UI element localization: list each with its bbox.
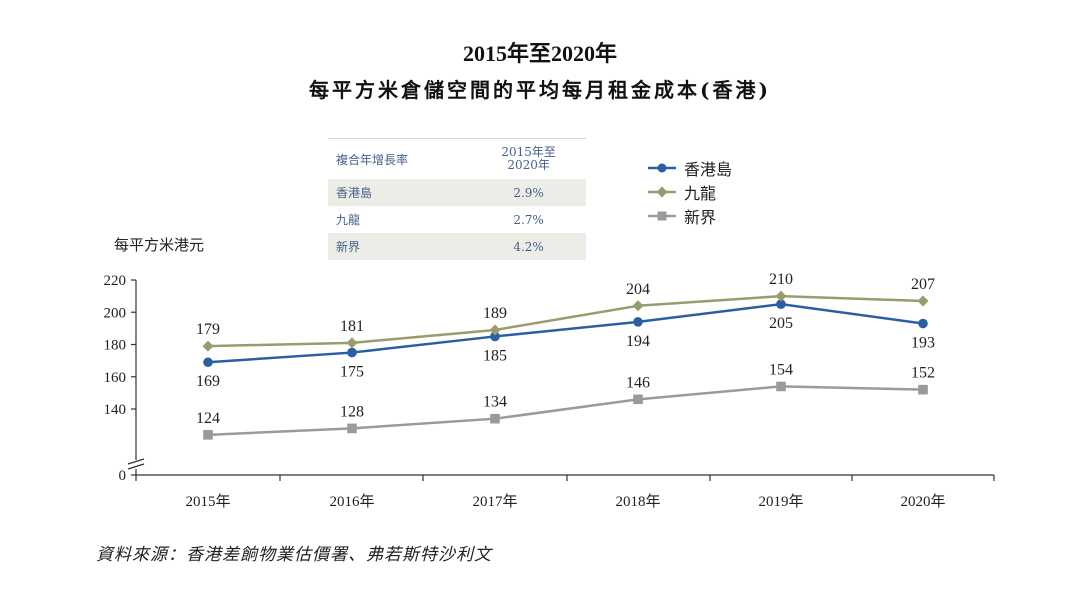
data-label: 207 [911,276,935,293]
x-tick-label: 2016年 [329,493,374,510]
legend-label: 新界 [684,208,717,227]
data-label: 146 [626,374,650,391]
data-label: 193 [911,335,935,352]
source-note: 資料來源：香港差餉物業估價署、弗若斯特沙利文 [96,545,492,565]
cagr-region: 新界 [328,233,472,260]
data-point [203,357,213,368]
data-label: 189 [483,305,507,322]
data-label: 204 [626,281,650,298]
y-tick-label: 140 [104,402,127,418]
x-tick-label: 2020年 [900,493,945,510]
data-label: 152 [911,365,935,382]
cagr-region: 香港島 [328,179,472,206]
data-point [775,290,787,302]
series-line [207,302,924,364]
data-point [203,430,213,440]
data-label: 154 [769,361,793,378]
diamond-marker-icon [648,186,676,198]
data-label: 185 [483,347,507,364]
data-point [347,347,357,358]
data-point [346,337,358,349]
cagr-header-period-line1: 2015年至 [501,145,556,159]
data-label: 181 [340,318,364,335]
data-point [917,295,929,307]
cagr-row: 九龍 2.7% [328,206,586,233]
data-point [776,381,786,392]
data-point [633,317,643,327]
data-point [776,299,786,309]
data-point [490,413,500,424]
chart-title-line1: 2015年至2020年 [462,41,617,66]
legend-label: 香港島 [684,160,733,179]
x-tick-label: 2015年 [185,493,230,510]
y-tick-label: 200 [104,305,127,321]
cagr-table: 複合年增長率 2015年至 2020年 香港島 2.9% 九龍 2.7% 新界 … [328,138,586,260]
x-tick-label: 2017年 [472,493,517,510]
x-tick-label: 2019年 [758,493,803,510]
axis-break-mark [127,458,145,465]
data-point [347,423,357,434]
series-line [207,294,924,348]
cagr-rate: 4.2% [471,233,586,260]
data-point [633,394,643,405]
circle-marker-icon [648,163,676,173]
cagr-header-label: 複合年增長率 [328,138,472,179]
data-point [918,384,928,395]
data-label: 169 [196,373,220,390]
legend-item-kowloon: 九龍 [648,180,732,204]
y-axis-unit-label: 每平方米港元 [114,236,205,254]
legend-item-hong-kong-island: 香港島 [648,156,732,180]
legend-label: 九龍 [684,184,717,203]
data-point [202,340,214,352]
cagr-rate: 2.9% [471,179,586,206]
axis-break-mark [127,463,145,470]
legend-item-new-territories: 新界 [648,204,732,228]
square-marker-icon [648,211,676,221]
cagr-header-row: 複合年增長率 2015年至 2020年 [328,138,586,179]
cagr-header-period-line2: 2020年 [507,158,550,172]
cagr-row: 香港島 2.9% [328,179,586,206]
y-tick-label: 180 [104,338,127,354]
data-label: 194 [626,333,650,350]
y-tick-label: 0 [119,468,127,484]
data-point [490,331,500,342]
series-line [207,385,924,437]
cagr-rate: 2.7% [513,212,544,227]
cagr-header-period: 2015年至 2020年 [471,138,586,179]
cagr-region: 九龍 [336,213,361,227]
data-label: 128 [340,403,364,420]
data-label: 175 [340,364,364,381]
cagr-row: 新界 4.2% [328,233,586,260]
x-tick-label: 2018年 [615,493,660,510]
data-label: 124 [196,410,220,427]
data-label: 205 [769,315,793,332]
y-tick-label: 160 [104,370,127,386]
data-point [632,300,644,312]
data-label: 179 [196,321,220,338]
chart-title-line2: 每平方米倉儲空間的平均每月租金成本(香港) [309,78,771,102]
data-point [918,318,928,329]
data-label: 134 [483,394,507,411]
chart-legend: 香港島 九龍 新界 [648,156,732,228]
data-label: 210 [769,271,793,288]
data-point [489,324,501,336]
y-tick-label: 220 [104,273,127,289]
